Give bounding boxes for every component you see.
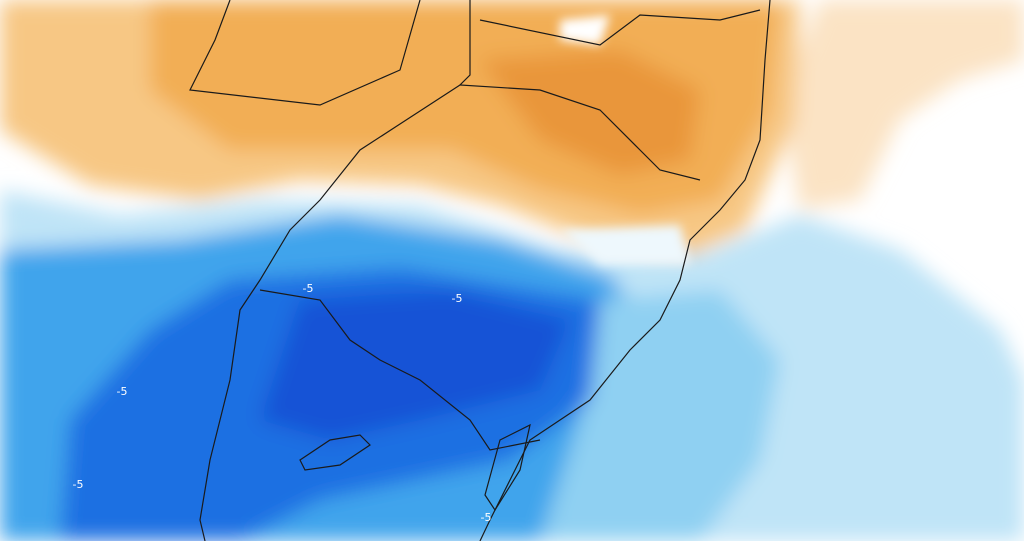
country-border — [199, 84, 461, 541]
sea-blue-area — [540, 290, 780, 541]
coastline — [479, 0, 771, 541]
state-border — [479, 9, 761, 46]
contour-label: -5 — [452, 292, 463, 305]
white-patch — [560, 15, 610, 45]
contour-labels: -5 -5 -5 -5 -5 — [73, 282, 492, 524]
state-border — [458, 0, 701, 181]
orange-peak — [480, 50, 700, 175]
light-orange-area — [780, 0, 1024, 210]
deep-blue-core — [260, 290, 570, 440]
state-border — [189, 0, 421, 106]
contour-label: -5 — [73, 478, 84, 491]
contour-label: -5 — [117, 385, 128, 398]
contour-label: -5 — [303, 282, 314, 295]
lagoon — [484, 423, 531, 512]
country-border — [259, 289, 541, 451]
coastal-white — [560, 15, 690, 265]
contour-label: -5 — [481, 511, 492, 524]
lagoon — [299, 434, 371, 471]
borders — [189, 0, 771, 541]
white-patch — [560, 225, 690, 265]
